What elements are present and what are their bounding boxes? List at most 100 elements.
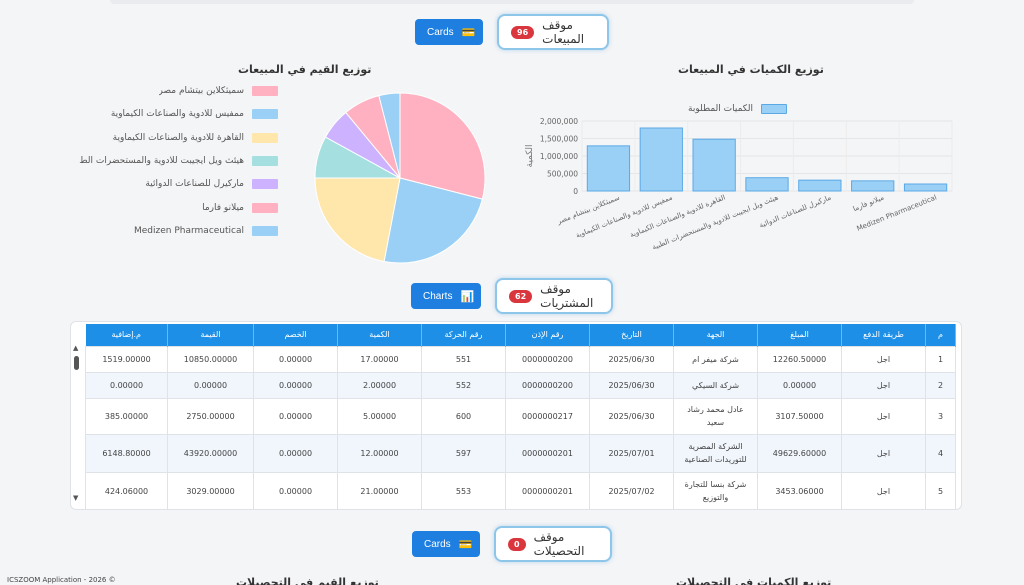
table-header-cell[interactable]: رقم الحركة (421, 324, 506, 346)
table-header-cell[interactable]: رقم الإذن (505, 324, 590, 346)
table-cell: الشركة المصرية للتوريدات الصناعية (673, 433, 758, 473)
collections-cards-button[interactable]: Cards 💳 (412, 531, 480, 557)
values-legend-item[interactable]: ممفيس للادوية والصناعات الكيماوية (111, 109, 278, 120)
scroll-thumb[interactable] (74, 356, 79, 370)
collections-section-header: Cards 💳 0 موقف التحصيلات (0, 526, 1024, 562)
table-header-cell[interactable]: الكمية (337, 324, 422, 346)
bar[interactable] (586, 145, 631, 192)
collections-status-pill[interactable]: 0 موقف التحصيلات (494, 526, 612, 562)
scroll-down-icon[interactable]: ▼ (73, 494, 79, 502)
qty-chart-legend: الكميات المطلوبة (688, 104, 787, 114)
y-axis-label: الكمية (525, 145, 535, 168)
bar[interactable] (798, 179, 842, 192)
values-legend-label: سميثكلاين بيتشام مصر (158, 86, 244, 96)
table-cell: 0000000201 (505, 471, 590, 509)
table-cell: 3029.00000 (167, 471, 254, 509)
sales-section-header: Cards 💳 96 موقف المبيعات (0, 14, 1024, 50)
table-cell: 0.00000 (167, 371, 254, 399)
qty-legend-label: الكميات المطلوبة (688, 104, 753, 114)
values-legend-item[interactable]: القاهرة للادوية والصناعات الكيماوية (113, 132, 278, 143)
bar[interactable] (639, 127, 683, 192)
table-cell: اجل (841, 371, 926, 399)
table-cell: 0.00000 (253, 471, 338, 509)
table-cell: 385.00000 (85, 397, 168, 435)
table-body: 1519.00000 10850.00000 0.00000 17.00000 551 0… (85, 345, 956, 509)
values-legend-item[interactable]: Medizen Pharmaceutical (134, 225, 278, 236)
table-cell: شركة السيكي (673, 371, 758, 399)
table-header-cell[interactable]: الخصم (253, 324, 338, 346)
table-cell: 552 (421, 371, 506, 399)
card-icon: 💳 (458, 538, 473, 551)
x-tick-label: ممفيس للادوية والصناعات الكيماوية (575, 193, 674, 239)
bar[interactable] (903, 183, 948, 192)
table-header-cell[interactable]: م.إضافية (85, 324, 168, 346)
table-cell: 2025/06/30 (589, 371, 674, 399)
table-cell: اجل (841, 433, 926, 473)
table-header-cell[interactable]: م (925, 324, 956, 346)
table-cell: 43920.00000 (167, 433, 254, 473)
table-cell: اجل (841, 397, 926, 435)
table-cell: 0000000200 (505, 371, 590, 399)
scroll-up-icon[interactable]: ▲ (73, 344, 79, 352)
values-legend-item[interactable]: سميثكلاين بيتشام مصر (159, 86, 278, 96)
table-row[interactable]: 385.00000 2750.00000 0.00000 5.00000 600 0000… (85, 397, 956, 435)
table-cell: 21.00000 (337, 471, 422, 509)
values-legend-item[interactable]: ماركيرل للصناعات الدوائية (145, 179, 278, 190)
sales-cards-button[interactable]: Cards 💳 (415, 19, 483, 45)
table-header-row: م.إضافية القيمة الخصم الكمية رقم الحركة رقم ا… (85, 324, 956, 346)
table-header-cell[interactable]: الجهة (673, 324, 758, 346)
table-cell: 2025/06/30 (589, 397, 674, 435)
table-cell: 0000000201 (505, 433, 590, 473)
table-cell: 4 (925, 433, 956, 473)
table-cell: 6148.80000 (85, 433, 168, 473)
qty-legend-swatch (761, 104, 787, 114)
y-tick-label: 500,000 (547, 170, 578, 179)
table-row[interactable]: 1519.00000 10850.00000 0.00000 17.00000 551 0… (85, 345, 956, 373)
table-header-cell[interactable]: التاريخ (589, 324, 674, 346)
table-row[interactable]: 0.00000 0.00000 0.00000 2.00000 552 000000020… (85, 371, 956, 399)
pie-slice[interactable] (314, 177, 401, 263)
top-bar (110, 0, 914, 4)
table-header-cell[interactable]: القيمة (167, 324, 254, 346)
sales-count-badge: 96 (511, 25, 535, 39)
purchases-charts-button[interactable]: Charts 📊 (411, 283, 481, 309)
collections-cards-label: Cards (424, 538, 451, 550)
table-cell: 553 (421, 471, 506, 509)
pie-slice[interactable] (378, 92, 401, 179)
values-legend-item[interactable]: ميلانو فارما (202, 202, 278, 213)
values-legend-item[interactable]: هيئث ويل ايجيبت للادوية والمستحضرات الط (79, 155, 278, 166)
table-header-cell[interactable]: المبلغ (757, 324, 842, 346)
bar-chart-icon: 📊 (460, 290, 475, 303)
table-cell: 0.00000 (253, 345, 338, 373)
footer-text: ICSZOOM Application - 2026 © (7, 576, 116, 584)
table-cell: شركة ميفر ام (673, 345, 758, 373)
sales-status-pill[interactable]: 96 موقف المبيعات (497, 14, 609, 50)
table-cell: 5.00000 (337, 397, 422, 435)
table-cell: 12260.50000 (757, 345, 842, 373)
collections-values-title: توزيع القيم في التحصيلات (236, 576, 379, 585)
table-cell: عادل محمد رشاد سعيد (673, 397, 758, 435)
values-pie-chart (314, 92, 486, 264)
table-header-cell[interactable]: طريقة الدفع (841, 324, 926, 346)
table-cell: 2025/06/30 (589, 345, 674, 373)
table-row[interactable]: 424.06000 3029.00000 0.00000 21.00000 553 000… (85, 471, 956, 509)
table-cell: 3107.50000 (757, 397, 842, 435)
bar[interactable] (692, 138, 736, 192)
purchases-status-pill[interactable]: 62 موقف المشتريات (495, 278, 613, 314)
table-cell: 2025/07/01 (589, 433, 674, 473)
purchases-table-container: ▲ ▼ م.إضافية القيمة الخصم الكمية رقم الحركة ر… (70, 321, 962, 510)
table-cell: 3453.06000 (757, 471, 842, 509)
table-row[interactable]: 6148.80000 43920.00000 0.00000 12.00000 597 0… (85, 433, 956, 473)
bar[interactable] (851, 180, 895, 192)
table-cell: 17.00000 (337, 345, 422, 373)
pie-slice[interactable] (399, 92, 486, 200)
bar[interactable] (745, 177, 789, 192)
values-chart-title: توزيع القيم في المبيعات (238, 63, 372, 76)
table-cell: 1 (925, 345, 956, 373)
purchases-charts-label: Charts (423, 290, 453, 302)
pie-slice[interactable] (383, 177, 483, 264)
table-scrollbar[interactable]: ▲ ▼ (71, 344, 85, 509)
table-cell: 0.00000 (253, 371, 338, 399)
table-cell: 2750.00000 (167, 397, 254, 435)
values-legend-label: ميلانو فارما (202, 202, 244, 213)
